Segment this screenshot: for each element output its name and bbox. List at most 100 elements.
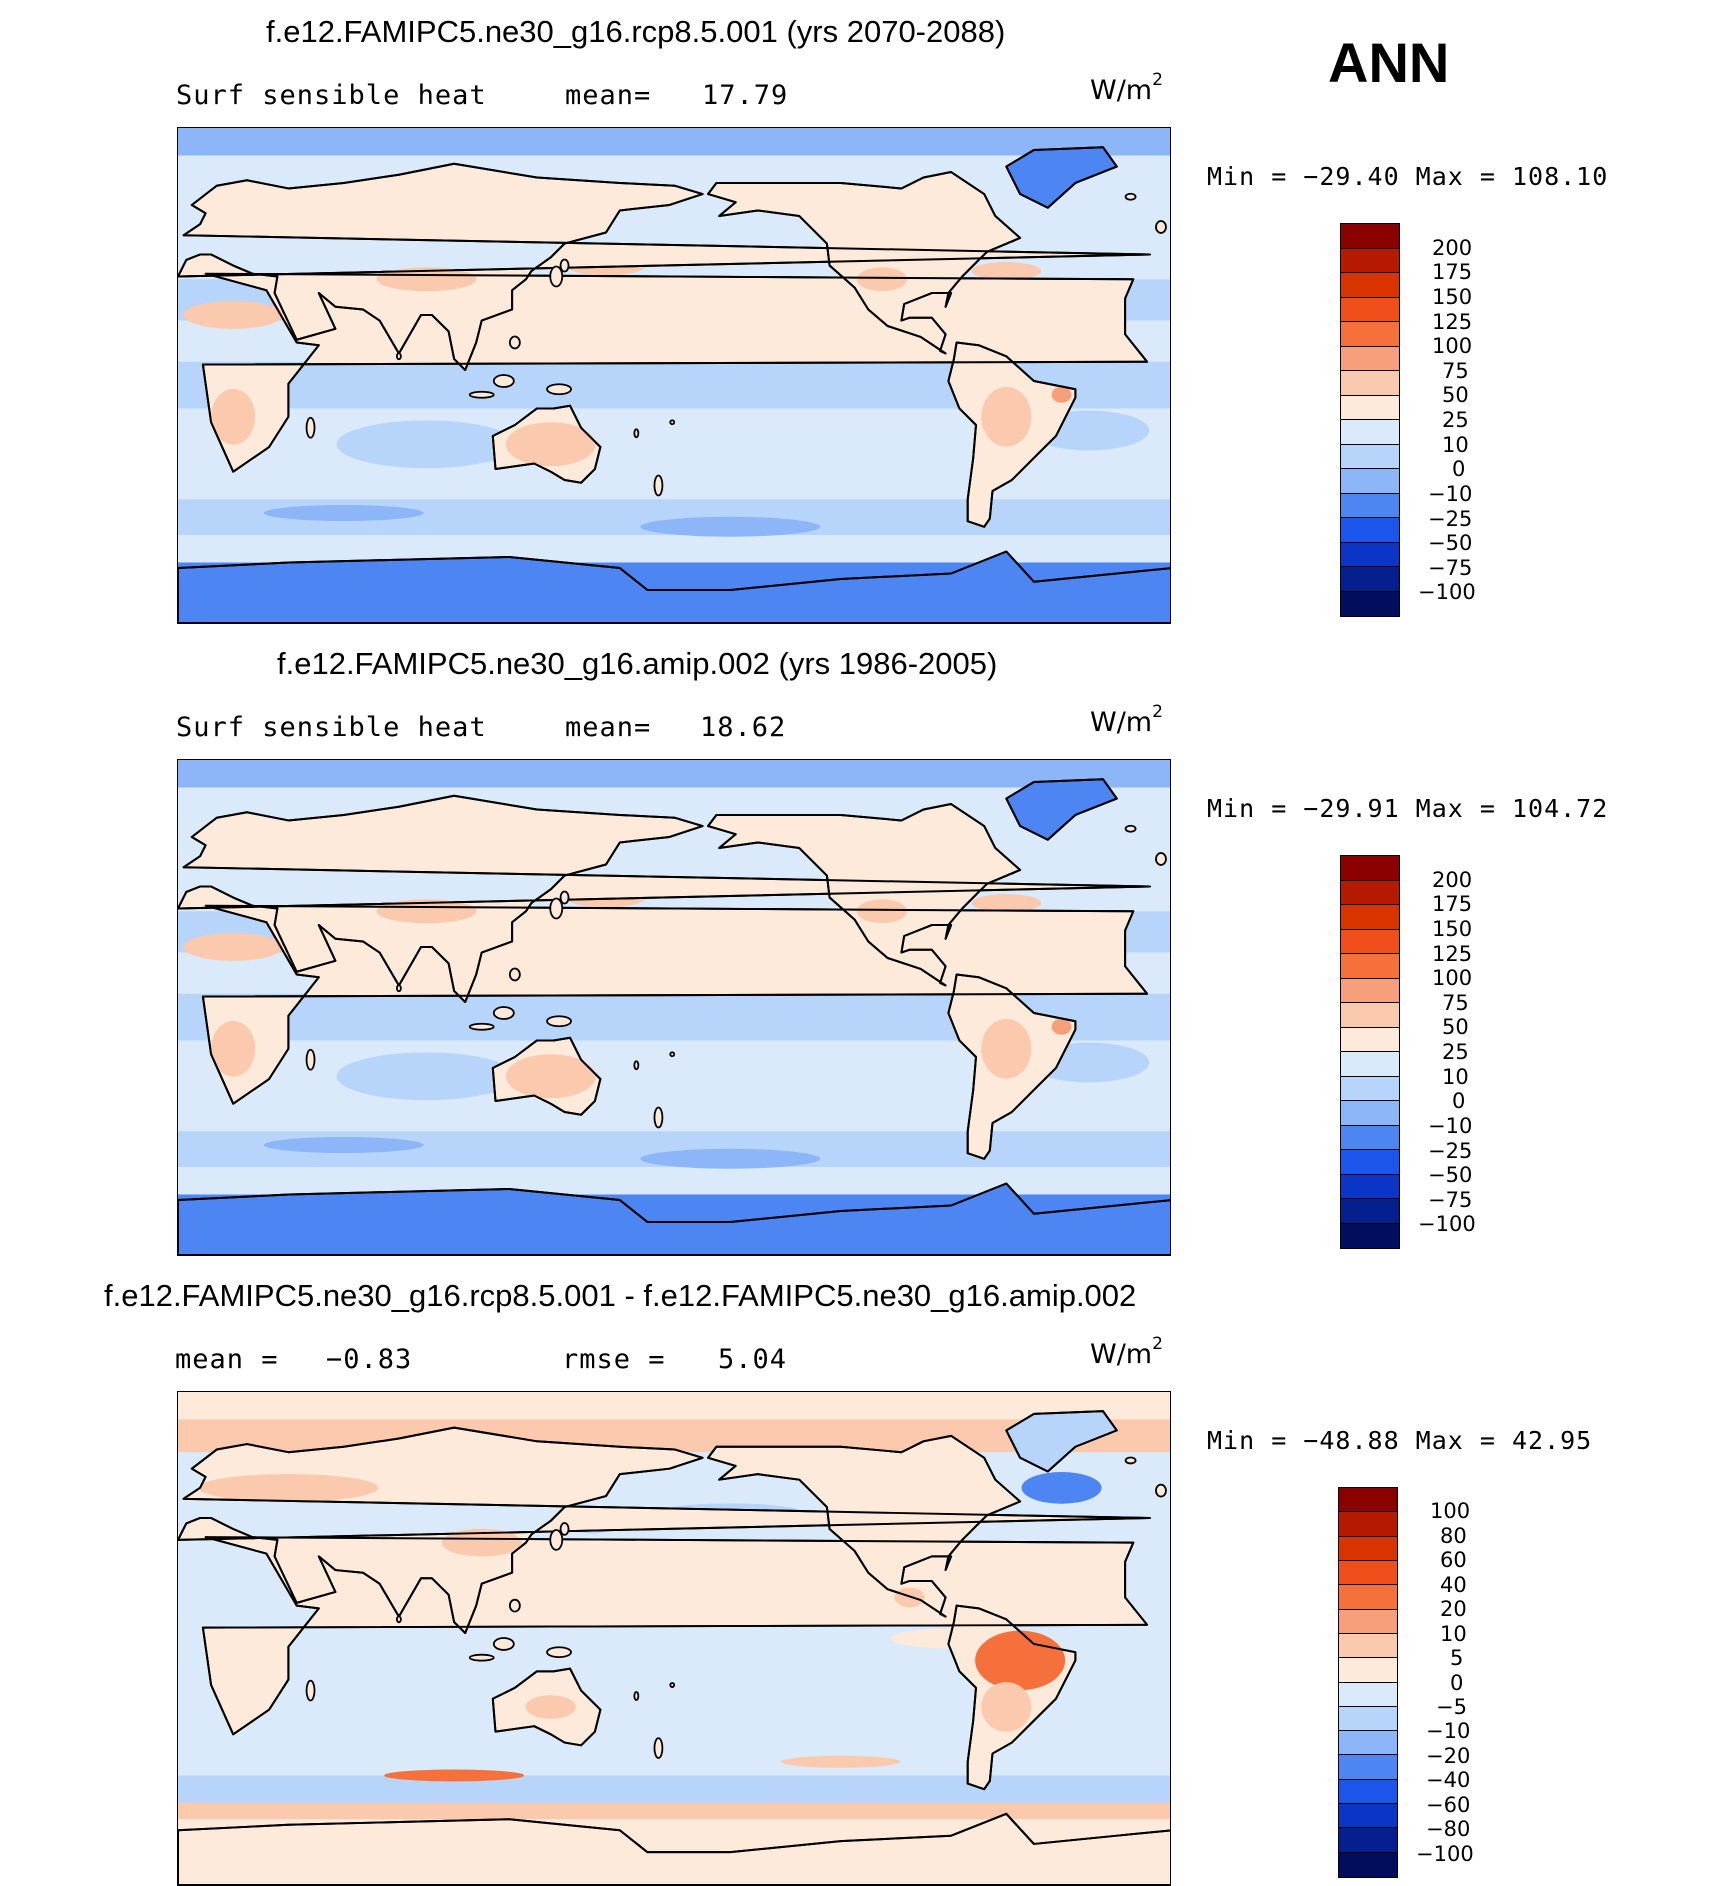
colorbar-swatch [1339,1682,1397,1707]
colorbar-swatch [1339,1852,1397,1877]
colorbar-tick-label: 150 [1432,284,1473,309]
panel-2-title: f.e12.FAMIPC5.ne30_g16.amip.002 (yrs 198… [277,646,998,681]
colorbar-tick-label: 75 [1442,990,1469,1015]
colorbar-tick-label: 5 [1450,1646,1464,1671]
colorbar-swatch [1339,1609,1397,1634]
panel-1-variable-label: Surf sensible heat [176,80,487,111]
colorbar-tick-label: 10 [1442,1064,1469,1089]
colorbar-tick-label: 0 [1452,1089,1466,1114]
colorbar-tick-label: −100 [1416,1841,1474,1866]
colorbar-swatch [1341,978,1399,1003]
colorbar-tick-label: −100 [1418,1212,1476,1237]
colorbar-tick-label: 20 [1440,1597,1467,1622]
panel-3-title: f.e12.FAMIPC5.ne30_g16.rcp8.5.001 - f.e1… [104,1278,1137,1313]
panel-3-colorbar-labels: 100 80 60 40 20 10 5 0 −5 −10 −20 −40 −60 −80 −100 [1416,1487,1510,1878]
colorbar-swatch [1341,591,1399,616]
colorbar-tick-label: 200 [1432,867,1473,892]
panel-1-min-max: Min = −29.40 Max = 108.10 [1207,162,1609,191]
colorbar-tick-label: −50 [1428,1163,1473,1188]
colorbar-swatch [1341,395,1399,420]
colorbar-swatch [1341,469,1399,494]
colorbar-tick-label: 100 [1430,1499,1471,1524]
colorbar-tick-label: 125 [1432,941,1473,966]
colorbar-swatch [1339,1488,1397,1513]
colorbar-tick-label: −25 [1428,506,1473,531]
panel-2-variable-label: Surf sensible heat [176,712,487,743]
colorbar-swatch [1341,880,1399,905]
panel-1-units: W/m2 [1090,70,1163,106]
panel-2-min-max: Min = −29.91 Max = 104.72 [1207,794,1609,823]
colorbar-swatch [1339,1512,1397,1537]
colorbar-swatch [1339,1658,1397,1683]
colorbar-tick-label: 150 [1432,916,1473,941]
colorbar-swatch [1341,371,1399,396]
colorbar-tick-label: 60 [1440,1548,1467,1573]
colorbar-swatch [1339,1755,1397,1780]
colorbar-tick-label: 50 [1442,383,1469,408]
colorbar-tick-label: 10 [1440,1621,1467,1646]
colorbar-swatch [1341,518,1399,543]
panel-3-colorbar [1338,1487,1398,1878]
colorbar-swatch [1341,297,1399,322]
panel-1-mean-label: mean= [565,80,652,111]
panel-3-map [177,1391,1171,1886]
colorbar-tick-label: −75 [1428,555,1473,580]
panel-2-units: W/m2 [1090,702,1163,738]
panel-1-mean-value: 17.79 [702,80,789,111]
colorbar-swatch [1341,1199,1399,1224]
colorbar-swatch [1339,1633,1397,1659]
colorbar-tick-label: −20 [1426,1743,1471,1768]
colorbar-swatch [1341,1150,1399,1175]
panel-3-units: W/m2 [1090,1334,1163,1370]
colorbar-swatch [1341,929,1399,954]
colorbar-swatch [1341,493,1399,518]
colorbar-swatch [1341,1052,1399,1077]
panel-1-colorbar [1340,223,1400,617]
panel-2-mean-value: 18.62 [700,712,787,743]
colorbar-tick-label: 100 [1432,334,1473,359]
colorbar-swatch [1339,1585,1397,1610]
colorbar-tick-label: −80 [1426,1817,1471,1842]
colorbar-tick-label: 200 [1432,235,1473,260]
colorbar-swatch [1341,1101,1399,1126]
colorbar-swatch [1341,420,1399,445]
panel-3-mean-value: −0.83 [326,1344,413,1375]
panel-2-mean-label: mean= [565,712,652,743]
colorbar-swatch [1341,346,1399,371]
colorbar-tick-label: 175 [1432,260,1473,285]
panel-1-colorbar-labels: 200 175 150 125 100 75 50 25 10 0 −10 −25 −50 −75 −100 [1418,223,1512,617]
colorbar-swatch [1341,1027,1399,1052]
colorbar-tick-label: −10 [1426,1719,1471,1744]
colorbar-swatch [1341,224,1399,249]
colorbar-tick-label: −10 [1428,481,1473,506]
colorbar-tick-label: 175 [1432,892,1473,917]
colorbar-tick-label: −25 [1428,1138,1473,1163]
panel-3-rmse-value: 5.04 [718,1344,788,1375]
panel-3-rmse-label: rmse = [562,1344,666,1375]
colorbar-tick-label: −75 [1428,1187,1473,1212]
colorbar-swatch [1341,905,1399,930]
panel-2-map [177,759,1171,1256]
panel-1-map [177,127,1171,624]
colorbar-swatch [1339,1828,1397,1853]
colorbar-swatch [1341,954,1399,979]
colorbar-swatch [1341,322,1399,347]
panel-2-colorbar-labels: 200 175 150 125 100 75 50 25 10 0 −10 −25 −50 −75 −100 [1418,855,1512,1249]
colorbar-tick-label: −40 [1426,1768,1471,1793]
colorbar-swatch [1339,1731,1397,1756]
colorbar-swatch [1339,1706,1397,1732]
panel-3-min-max: Min = −48.88 Max = 42.95 [1207,1426,1593,1455]
colorbar-swatch [1339,1804,1397,1829]
colorbar-tick-label: 80 [1440,1523,1467,1548]
colorbar-tick-label: −60 [1426,1792,1471,1817]
colorbar-tick-label: −50 [1428,531,1473,556]
colorbar-swatch [1341,444,1399,469]
colorbar-tick-label: 50 [1442,1015,1469,1040]
colorbar-swatch [1341,567,1399,592]
colorbar-tick-label: 10 [1442,432,1469,457]
colorbar-tick-label: 0 [1450,1670,1464,1695]
colorbar-tick-label: 40 [1440,1572,1467,1597]
colorbar-swatch [1341,1076,1399,1101]
panel-2-colorbar [1340,855,1400,1249]
colorbar-tick-label: 100 [1432,966,1473,991]
